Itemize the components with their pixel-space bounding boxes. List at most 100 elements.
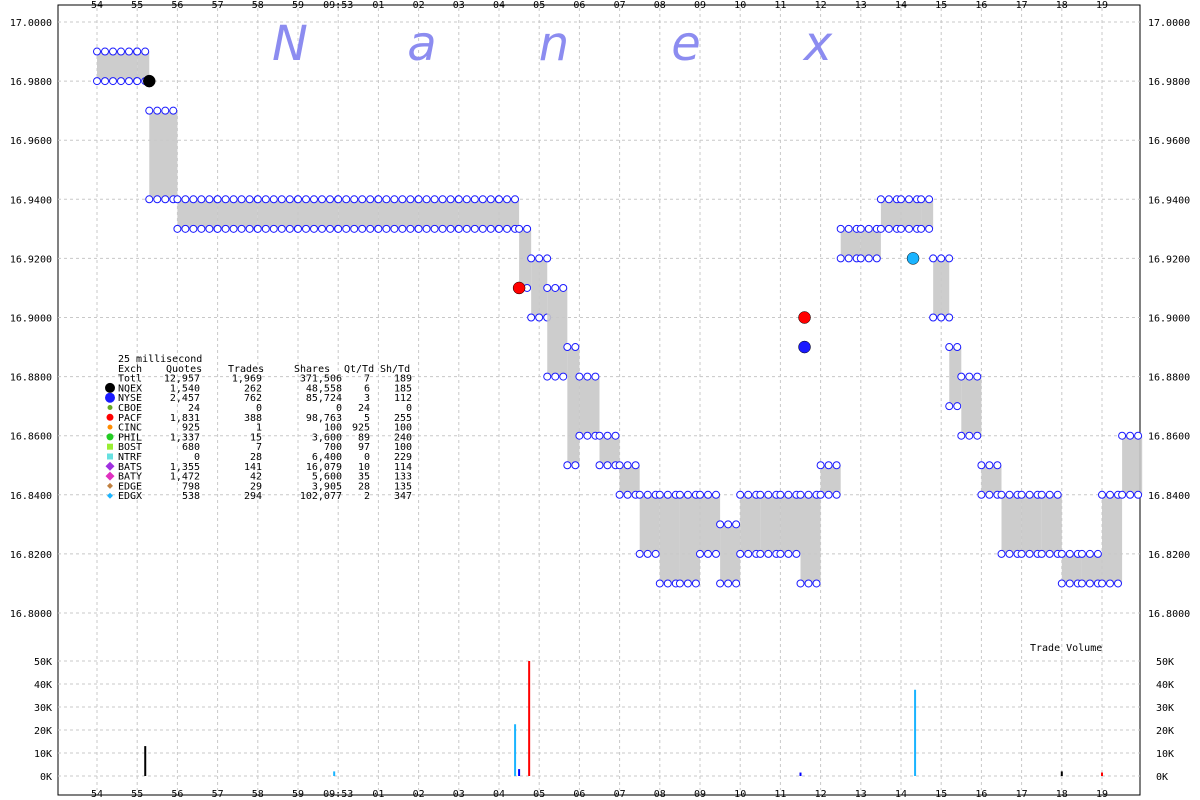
- ask-quote-marker: [663, 490, 672, 499]
- bid-quote-marker: [406, 224, 415, 233]
- legend-value: 15: [250, 432, 262, 443]
- nbbo-band-segment: [1041, 494, 1062, 554]
- bid-quote-marker: [527, 313, 536, 322]
- bid-quote-marker: [945, 402, 954, 411]
- ask-quote-marker: [366, 195, 375, 204]
- bid-quote-marker: [704, 549, 712, 558]
- nbbo-band-segment: [619, 465, 640, 495]
- bid-quote-marker: [358, 224, 367, 233]
- trade-marker: [798, 311, 811, 324]
- ask-quote-marker: [953, 343, 962, 352]
- volume-bar: [528, 661, 531, 776]
- x-tick-top-label: 01: [372, 0, 384, 11]
- volume-y-tick-right: 10K: [1156, 749, 1174, 760]
- trade-marker: [143, 74, 156, 88]
- x-tick-top-label: 10: [734, 0, 746, 11]
- ask-quote-marker: [917, 195, 926, 204]
- bid-quote-marker: [342, 224, 351, 233]
- volume-bar: [1101, 772, 1103, 776]
- bid-quote-marker: [856, 254, 865, 263]
- ask-quote-marker: [856, 224, 865, 233]
- legend-header: Sh/Td: [380, 364, 410, 375]
- ask-quote-marker: [1017, 490, 1026, 499]
- x-tick-bottom-label: 56: [171, 789, 183, 800]
- ask-quote-marker: [173, 195, 182, 204]
- legend-marker: [105, 382, 115, 393]
- ask-quote-marker: [615, 461, 624, 470]
- legend-value: 28: [358, 481, 370, 492]
- watermark-letter: x: [802, 16, 833, 72]
- bid-quote-marker: [864, 254, 873, 263]
- bid-quote-marker: [310, 224, 318, 233]
- ask-quote-marker: [905, 195, 913, 204]
- x-tick-bottom-label: 02: [413, 789, 425, 800]
- bid-quote-marker: [153, 195, 162, 204]
- x-tick-top-label: 04: [493, 0, 505, 11]
- nbbo-band-segment: [149, 110, 178, 200]
- x-tick-bottom-label: 55: [131, 789, 143, 800]
- legend-value: 0: [406, 403, 412, 414]
- bid-quote-marker: [836, 254, 845, 263]
- ask-quote-marker: [245, 195, 254, 204]
- volume-y-tick-right: 30K: [1156, 703, 1174, 714]
- y-tick-label-right: 16.9400: [1148, 195, 1190, 206]
- x-tick-bottom-label: 19: [1096, 789, 1108, 800]
- bid-quote-marker: [302, 224, 310, 233]
- legend-value: 24: [358, 403, 370, 414]
- bid-quote-marker: [277, 224, 286, 233]
- legend-exch: CINC: [118, 423, 142, 434]
- trade-marker: [798, 340, 811, 354]
- bid-quote-marker: [655, 579, 664, 588]
- ask-quote-marker: [269, 195, 278, 204]
- bid-quote-marker: [221, 224, 230, 233]
- ask-quote-marker: [696, 490, 704, 499]
- nbbo-band-segment: [921, 199, 934, 229]
- ask-quote-marker: [237, 195, 246, 204]
- legend-value: 24: [188, 403, 200, 414]
- bid-quote-marker: [294, 224, 302, 233]
- volume-bar: [144, 746, 147, 776]
- watermark-letter: e: [671, 16, 701, 72]
- bid-quote-marker: [957, 431, 966, 440]
- ask-quote-marker: [1134, 431, 1143, 440]
- x-tick-top-label: 11: [774, 0, 786, 11]
- nbbo-band-segment: [700, 494, 721, 554]
- nbbo-band-segment: [760, 494, 781, 554]
- nbbo-band-segment: [418, 199, 459, 229]
- ask-quote-marker: [253, 195, 262, 204]
- x-tick-top-label: 02: [413, 0, 425, 11]
- ask-quote-marker: [623, 461, 632, 470]
- nbbo-band-segment: [97, 51, 138, 82]
- volume-y-tick-left: 20K: [34, 726, 52, 737]
- y-tick-label-right: 16.8800: [1148, 373, 1190, 384]
- volume-y-tick-left: 40K: [34, 680, 52, 691]
- ask-quote-marker: [973, 372, 982, 381]
- legend-value: 3,905: [312, 481, 342, 492]
- ask-quote-marker: [326, 195, 334, 204]
- nbbo-band-segment: [659, 494, 680, 584]
- y-tick-label-left: 16.9200: [10, 254, 52, 265]
- ask-quote-marker: [945, 254, 954, 263]
- bid-quote-marker: [724, 579, 733, 588]
- ask-quote-marker: [374, 195, 383, 204]
- x-tick-top-label: 14: [895, 0, 907, 11]
- bid-quote-marker: [101, 77, 109, 86]
- bid-quote-marker: [643, 549, 652, 558]
- nbbo-band-segment: [1081, 553, 1102, 584]
- ask-quote-marker: [511, 195, 519, 204]
- bid-quote-marker: [651, 549, 660, 558]
- x-tick-bottom-label: 10: [734, 789, 746, 800]
- ask-quote-marker: [563, 343, 572, 352]
- ask-quote-marker: [285, 195, 294, 204]
- x-tick-bottom-label: 09: [694, 789, 706, 800]
- bid-quote-marker: [229, 224, 238, 233]
- ask-quote-marker: [261, 195, 270, 204]
- nbbo-band-segment: [949, 347, 962, 407]
- bid-quote-marker: [446, 224, 455, 233]
- legend-marker: [107, 405, 113, 410]
- bid-quote-marker: [575, 431, 584, 440]
- legend-header: Qt/Td: [344, 364, 374, 375]
- legend-marker: [105, 392, 115, 403]
- legend-value: 10: [358, 462, 370, 473]
- bid-quote-marker: [603, 461, 612, 470]
